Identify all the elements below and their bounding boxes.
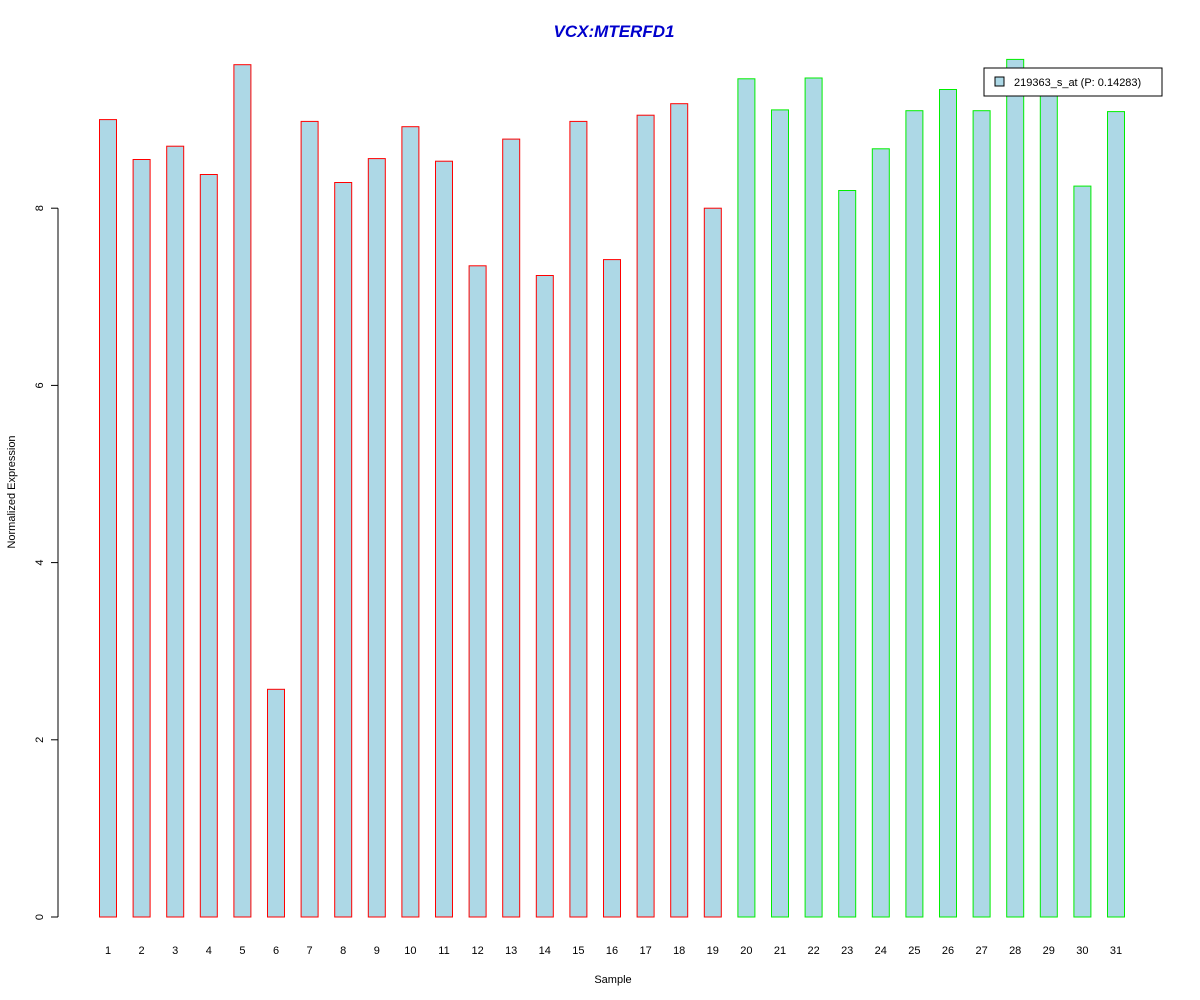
chart-title: VCX:MTERFD1 bbox=[554, 22, 675, 41]
x-tick-label-26: 26 bbox=[942, 945, 954, 957]
x-tick-label-15: 15 bbox=[572, 945, 584, 957]
bar-sample-24 bbox=[871, 148, 890, 918]
bars bbox=[99, 58, 1125, 918]
bar-sample-21 bbox=[771, 109, 789, 918]
bar-sample-12 bbox=[468, 265, 487, 918]
bar-sample-13 bbox=[502, 138, 521, 918]
x-tick-label-18: 18 bbox=[673, 945, 685, 957]
y-tick-label: 0 bbox=[34, 914, 46, 920]
bar-sample-5 bbox=[233, 64, 252, 918]
bar-sample-15 bbox=[569, 120, 588, 918]
x-tick-label-14: 14 bbox=[539, 945, 551, 957]
bar-sample-16 bbox=[603, 259, 621, 918]
x-tick-label-8: 8 bbox=[340, 945, 346, 957]
x-tick-label-20: 20 bbox=[740, 945, 752, 957]
legend: 219363_s_at (P: 0.14283) bbox=[983, 67, 1163, 97]
x-tick-label-2: 2 bbox=[139, 945, 145, 957]
bar-sample-23 bbox=[838, 190, 857, 918]
bar-sample-11 bbox=[435, 160, 453, 918]
legend-label: 219363_s_at (P: 0.14283) bbox=[1014, 77, 1141, 89]
x-tick-label-9: 9 bbox=[374, 945, 380, 957]
bar-sample-26 bbox=[939, 89, 957, 918]
x-tick-label-28: 28 bbox=[1009, 945, 1021, 957]
bar-sample-10 bbox=[401, 126, 420, 918]
x-tick-label-10: 10 bbox=[404, 945, 416, 957]
x-tick-label-30: 30 bbox=[1076, 945, 1088, 957]
bar-sample-31 bbox=[1107, 111, 1125, 918]
x-tick-label-22: 22 bbox=[807, 945, 819, 957]
x-tick-label-17: 17 bbox=[639, 945, 651, 957]
bar-sample-18 bbox=[670, 103, 689, 918]
bar-sample-8 bbox=[334, 182, 353, 918]
x-tick-label-5: 5 bbox=[239, 945, 245, 957]
bar-sample-4 bbox=[199, 174, 218, 918]
bar-sample-29 bbox=[1039, 83, 1058, 918]
x-tick-label-23: 23 bbox=[841, 945, 853, 957]
x-tick-label-24: 24 bbox=[875, 945, 887, 957]
x-tick-label-6: 6 bbox=[273, 945, 279, 957]
y-tick-label: 8 bbox=[34, 205, 46, 211]
bar-sample-17 bbox=[636, 114, 655, 918]
x-tick-label-11: 11 bbox=[438, 945, 449, 957]
x-tick-label-27: 27 bbox=[975, 945, 987, 957]
bar-sample-14 bbox=[535, 275, 554, 918]
bar-sample-3 bbox=[166, 145, 185, 918]
bar-sample-27 bbox=[972, 110, 991, 918]
bar-sample-22 bbox=[804, 77, 823, 918]
bar-sample-9 bbox=[367, 158, 386, 918]
y-tick-label: 2 bbox=[34, 737, 46, 743]
bar-sample-20 bbox=[737, 78, 756, 918]
x-tick-label-19: 19 bbox=[707, 945, 719, 957]
x-tick-label-3: 3 bbox=[172, 945, 178, 957]
x-tick-label-25: 25 bbox=[908, 945, 920, 957]
bar-sample-19 bbox=[703, 207, 722, 918]
x-tick-label-1: 1 bbox=[105, 945, 111, 957]
x-tick-labels: 1 2 3 4 5 6 7 8 9 10 11 12 13 14 15 16 17 18 19 20 21 22 23 24 2… bbox=[105, 945, 1122, 957]
x-tick-label-7: 7 bbox=[307, 945, 313, 957]
bar-sample-2 bbox=[132, 159, 151, 918]
x-tick-label-21: 21 bbox=[774, 945, 786, 957]
y-axis: 0 2 4 6 8 bbox=[34, 205, 59, 920]
x-tick-label-12: 12 bbox=[471, 945, 483, 957]
x-axis-label: Sample bbox=[594, 974, 631, 986]
x-tick-label-13: 13 bbox=[505, 945, 517, 957]
bar-sample-30 bbox=[1073, 185, 1092, 918]
bar-sample-25 bbox=[905, 110, 924, 918]
x-tick-label-4: 4 bbox=[206, 945, 212, 957]
y-tick-label: 6 bbox=[34, 382, 46, 388]
bar-sample-28 bbox=[1006, 58, 1025, 918]
bar-sample-6 bbox=[267, 688, 285, 918]
legend-box bbox=[983, 67, 1163, 97]
legend-swatch bbox=[994, 76, 1005, 87]
x-tick-label-16: 16 bbox=[606, 945, 618, 957]
x-tick-label-29: 29 bbox=[1043, 945, 1055, 957]
x-tick-label-31: 31 bbox=[1110, 945, 1122, 957]
y-axis-label: Normalized Expression bbox=[6, 435, 18, 548]
y-tick-label: 4 bbox=[34, 560, 46, 566]
bar-sample-7 bbox=[300, 120, 319, 918]
bar-sample-1 bbox=[99, 119, 117, 918]
